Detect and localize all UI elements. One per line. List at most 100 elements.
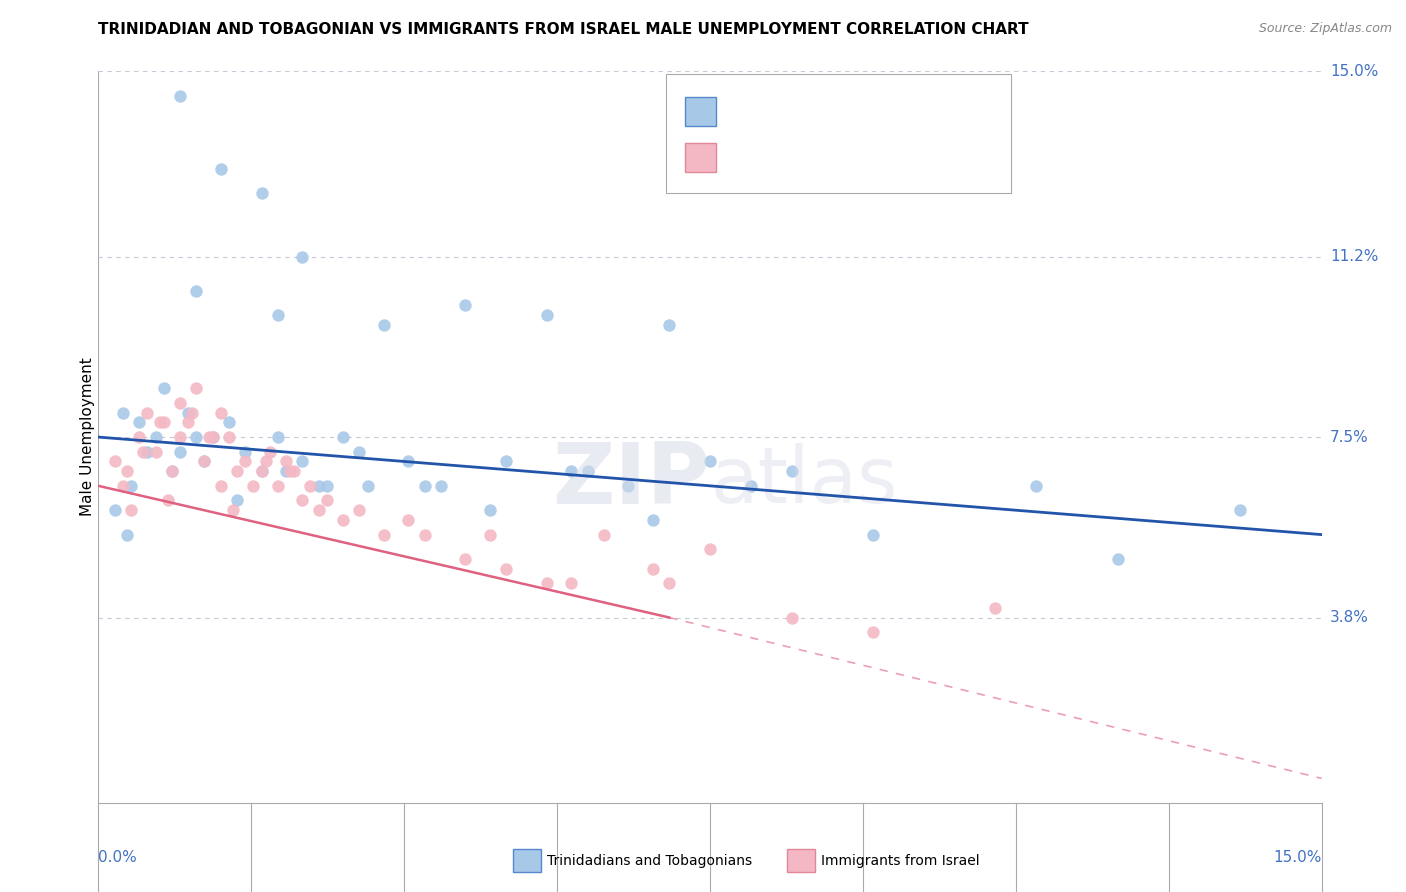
Point [308,479,330,493]
Point [396,454,419,468]
Text: -0.166: -0.166 [758,104,813,120]
Point [862,527,884,541]
Point [250,186,273,201]
Point [136,406,159,420]
Point [373,318,395,332]
Point [699,542,721,557]
Point [152,381,174,395]
Point [740,479,762,493]
Point [209,479,232,493]
Point [104,454,127,468]
Point [193,454,215,468]
Point [560,576,582,591]
Point [593,527,616,541]
Point [283,464,305,478]
Point [149,416,172,430]
Point [250,464,273,478]
Point [315,493,337,508]
Point [177,406,200,420]
Point [699,454,721,468]
Point [169,88,191,103]
Point [536,308,558,322]
Point [128,430,150,444]
Point [267,479,290,493]
Point [658,576,681,591]
Point [495,454,517,468]
Point [169,444,191,458]
Point [104,503,127,517]
Point [349,444,371,458]
Point [454,552,477,566]
Point [218,430,240,444]
Point [156,493,179,508]
Point [242,479,264,493]
Point [413,479,436,493]
Point [169,396,191,410]
Point [181,406,204,420]
Point [291,493,314,508]
Point [560,464,582,478]
Text: 15.0%: 15.0% [1330,64,1378,78]
Point [218,416,240,430]
Point [430,479,453,493]
Point [226,464,249,478]
Point [201,430,224,444]
Point [136,444,159,458]
Point [780,464,803,478]
Text: 0.0%: 0.0% [98,850,138,865]
Y-axis label: Male Unemployment: Male Unemployment [80,358,94,516]
Text: Trinidadians and Tobagonians: Trinidadians and Tobagonians [547,854,752,868]
Point [862,625,884,640]
Point [291,454,314,468]
Point [478,503,501,517]
Point [197,430,219,444]
Point [132,444,155,458]
Point [356,479,378,493]
Point [1025,479,1047,493]
Point [193,454,215,468]
Point [267,430,290,444]
Text: N =: N = [814,150,858,165]
Point [186,430,208,444]
Point [233,454,256,468]
Point [160,464,183,478]
Point [332,513,354,527]
Point [1229,503,1251,517]
Point [259,444,281,458]
Point [233,444,256,458]
Text: 55: 55 [856,150,877,165]
Point [209,161,232,176]
Point [250,464,273,478]
Text: ZIP: ZIP [553,440,710,523]
Point [222,503,245,517]
Point [984,600,1007,615]
Text: 7.5%: 7.5% [1330,430,1368,444]
Point [478,527,501,541]
Point [120,479,142,493]
Point [160,464,183,478]
Point [349,503,371,517]
Point [332,430,354,444]
Point [186,381,208,395]
Point [115,527,138,541]
Point [536,576,558,591]
Point [1107,552,1129,566]
Point [315,479,337,493]
Point [641,513,664,527]
Point [576,464,599,478]
Text: 15.0%: 15.0% [1274,850,1322,865]
Point [413,527,436,541]
Point [120,503,142,517]
Point [115,464,138,478]
Point [128,416,150,430]
Point [254,454,277,468]
Point [111,406,134,420]
Point [658,318,681,332]
Text: 11.2%: 11.2% [1330,249,1378,264]
Point [278,464,301,478]
Text: -0.384: -0.384 [758,150,813,165]
Point [274,454,297,468]
Text: 52: 52 [856,104,877,120]
Point [201,430,224,444]
Text: 3.8%: 3.8% [1330,610,1369,625]
